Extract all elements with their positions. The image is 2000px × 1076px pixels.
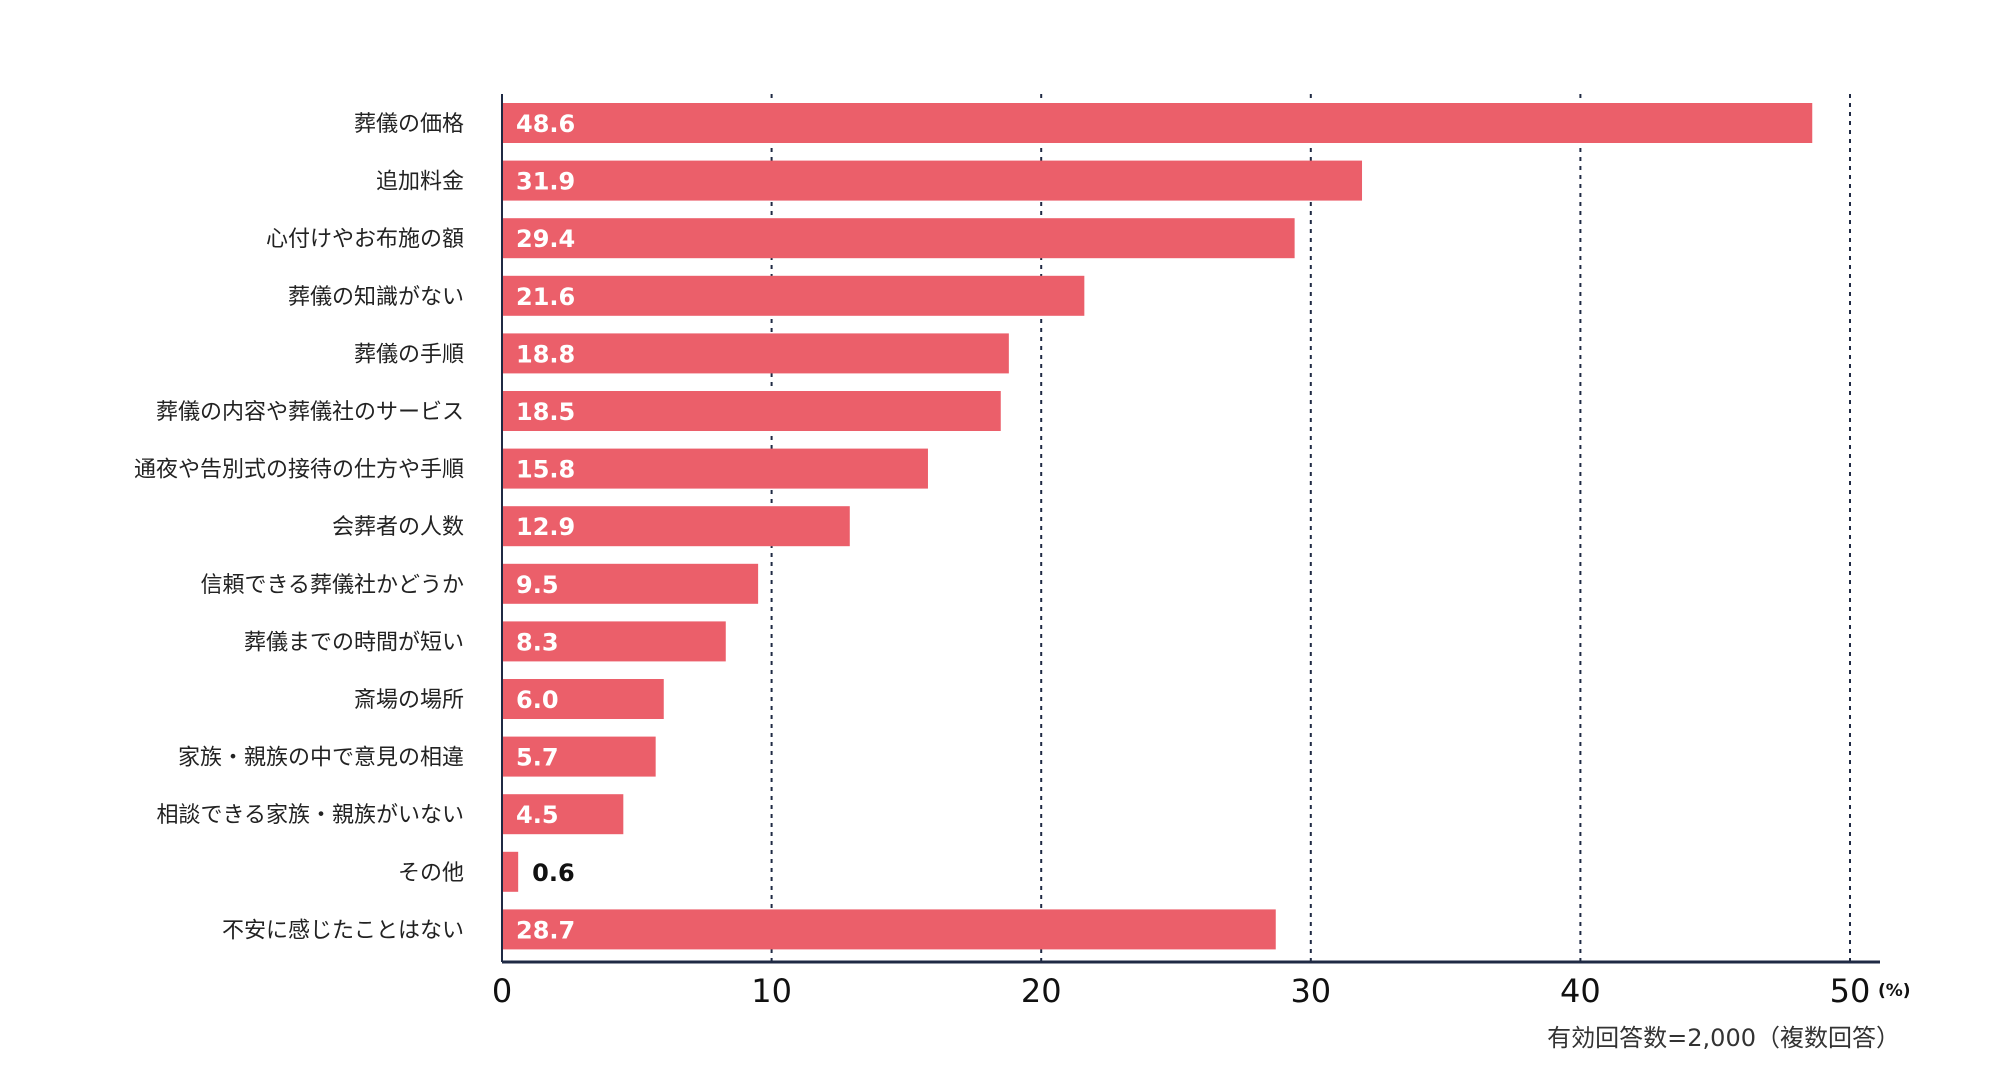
data-label-1: 48.6 bbox=[516, 110, 575, 138]
x-tick-label-50: 50 bbox=[1830, 972, 1871, 1010]
bar-2 bbox=[502, 160, 1363, 201]
bar-7 bbox=[502, 448, 928, 489]
x-tick-label-10: 10 bbox=[751, 972, 792, 1010]
category-label-11: 斎場の場所 bbox=[354, 688, 464, 713]
data-label-7: 15.8 bbox=[516, 456, 575, 484]
bar-9 bbox=[502, 563, 759, 604]
bar-layer bbox=[502, 103, 1813, 950]
bar-12 bbox=[502, 736, 656, 777]
bar-11 bbox=[502, 679, 664, 719]
data-label-14: 0.6 bbox=[532, 859, 575, 887]
data-label-11: 6.0 bbox=[516, 686, 559, 714]
category-label-3: 心付けやお布施の額 bbox=[266, 227, 464, 252]
data-label-3: 29.4 bbox=[516, 225, 575, 253]
category-label-13: 相談できる家族・親族がいない bbox=[156, 803, 464, 828]
x-tick-label-40: 40 bbox=[1560, 972, 1601, 1010]
bar-3 bbox=[502, 218, 1295, 259]
data-label-8: 12.9 bbox=[516, 513, 575, 541]
data-label-15: 28.7 bbox=[516, 916, 575, 944]
data-label-10: 8.3 bbox=[516, 628, 559, 656]
category-label-14: その他 bbox=[398, 861, 464, 886]
category-label-6: 葬儀の内容や葬儀社のサービス bbox=[156, 400, 464, 425]
bar-5 bbox=[502, 333, 1009, 374]
x-tick-label-30: 30 bbox=[1290, 972, 1331, 1010]
category-label-8: 会葬者の人数 bbox=[332, 515, 464, 540]
sample-size-note: 有効回答数=2,000（複数回答） bbox=[1547, 1024, 1900, 1052]
category-label-9: 信頼できる葬儀社かどうか bbox=[200, 573, 464, 598]
label-layer: 48.6 葬儀の価格 31.9 追加料金 29.4 心付けやお布施の額 21.6 葬儀の知識が… bbox=[134, 110, 575, 944]
data-label-4: 21.6 bbox=[516, 283, 575, 311]
data-label-13: 4.5 bbox=[516, 801, 559, 829]
x-axis-unit-label: (%) bbox=[1878, 981, 1911, 1001]
bar-6 bbox=[502, 391, 1001, 431]
bar-15 bbox=[502, 909, 1276, 950]
data-label-9: 9.5 bbox=[516, 571, 559, 599]
category-label-1: 葬儀の価格 bbox=[354, 112, 464, 137]
bar-10 bbox=[502, 621, 726, 662]
category-label-12: 家族・親族の中で意見の相違 bbox=[178, 746, 464, 771]
category-label-5: 葬儀の手順 bbox=[354, 342, 464, 367]
bar-8 bbox=[502, 506, 850, 547]
category-label-10: 葬儀までの時間が短い bbox=[244, 630, 464, 655]
data-label-5: 18.8 bbox=[516, 340, 575, 368]
data-label-12: 5.7 bbox=[516, 744, 559, 772]
x-tick-label-0: 0 bbox=[492, 972, 512, 1010]
bar-13 bbox=[502, 794, 624, 835]
category-label-2: 追加料金 bbox=[376, 170, 464, 195]
bar-14 bbox=[502, 851, 519, 892]
data-label-6: 18.5 bbox=[516, 398, 575, 426]
axis-layer: 0 10 20 30 40 50 bbox=[492, 94, 1880, 1010]
bar-4 bbox=[502, 275, 1085, 316]
category-label-15: 不安に感じたことはない bbox=[222, 918, 464, 943]
bar-1 bbox=[502, 103, 1813, 143]
category-label-7: 通夜や告別式の接待の仕方や手順 bbox=[134, 458, 464, 483]
data-label-2: 31.9 bbox=[516, 168, 575, 196]
x-tick-label-20: 20 bbox=[1021, 972, 1062, 1010]
category-label-4: 葬儀の知識がない bbox=[288, 285, 464, 310]
